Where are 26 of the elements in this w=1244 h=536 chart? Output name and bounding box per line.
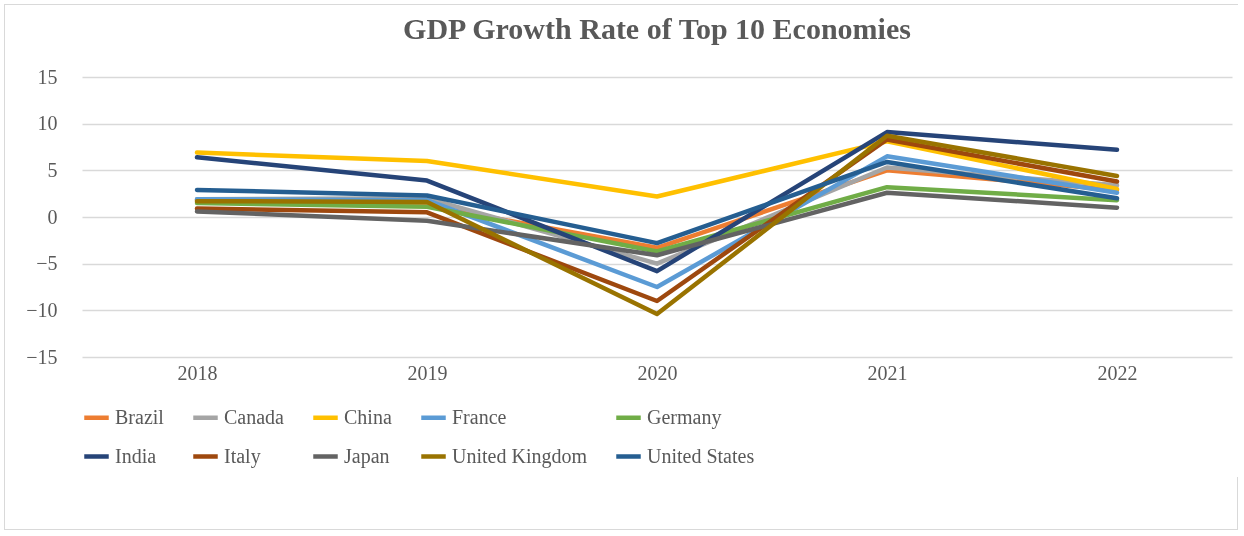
legend-label: Canada <box>224 405 285 428</box>
x-tick-label: 2019 <box>407 361 448 384</box>
legend-label: China <box>344 405 392 428</box>
legend-label: United States <box>647 444 755 467</box>
y-tick-label: −5 <box>36 252 58 275</box>
x-tick-label: 2020 <box>637 361 678 384</box>
line-series <box>194 129 1120 274</box>
legend-label: Japan <box>344 444 390 468</box>
legend-label: France <box>452 405 507 428</box>
y-tick-label: 10 <box>37 112 58 135</box>
y-tick-label: 5 <box>47 158 58 181</box>
x-tick-label: 2021 <box>867 361 908 384</box>
y-tick-label: −10 <box>26 298 58 321</box>
legend-label: India <box>115 444 157 467</box>
legend-label: Germany <box>647 405 722 429</box>
line-series <box>194 159 1120 246</box>
x-tick-label: 2022 <box>1097 361 1138 384</box>
legend-label: United Kingdom <box>452 444 588 468</box>
y-tick-label: −15 <box>26 345 58 368</box>
legend-label: Brazil <box>115 405 165 428</box>
chart-title: GDP Growth Rate of Top 10 Economies <box>403 12 911 45</box>
legend-label: Italy <box>224 444 261 468</box>
line-series <box>194 139 1120 199</box>
y-tick-label: 15 <box>37 65 58 88</box>
y-tick-label: 0 <box>47 205 58 228</box>
x-tick-label: 2018 <box>177 361 218 384</box>
